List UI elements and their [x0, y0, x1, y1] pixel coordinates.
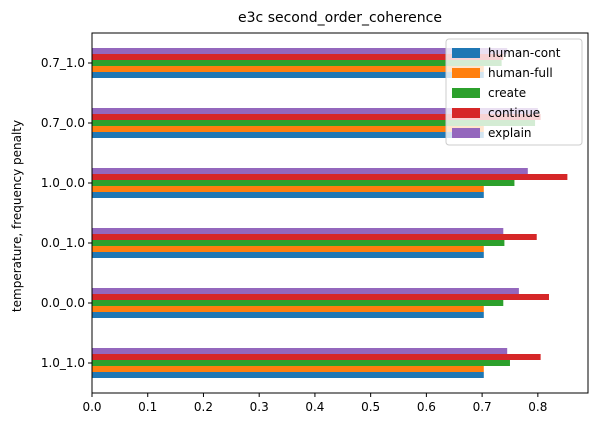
bar-explain-0.7_1.0	[92, 48, 508, 54]
y-tick-label: 1.0_0.0	[41, 176, 85, 190]
x-tick-label: 0.0	[82, 400, 101, 414]
ticks-group: 1.0_1.0 0.0_0.0 0.0_1.0 1.0_0.0 0.7_0.0 0.7_1…	[41, 56, 548, 414]
x-tick-label: 0.7	[473, 400, 492, 414]
x-tick-label: 0.6	[417, 400, 436, 414]
bar-continue-1.0_1.0	[92, 354, 541, 360]
bar-continue-0.0_1.0	[92, 234, 537, 240]
y-tick-label: 0.7_0.0	[41, 116, 85, 130]
x-tick-label: 0.5	[361, 400, 380, 414]
bar-human-cont-1.0_0.0	[92, 192, 484, 198]
bar-human-full-0.7_1.0	[92, 66, 484, 72]
bar-explain-0.7_0.0	[92, 108, 538, 114]
y-tick-label: 1.0_1.0	[41, 356, 85, 370]
legend-frame	[445, 38, 583, 146]
legend-label: human-full	[488, 66, 553, 80]
legend: human-cont human-full create continue explai…	[445, 38, 583, 146]
bar-human-cont-0.0_0.0	[92, 312, 484, 318]
bar-continue-1.0_0.0	[92, 174, 568, 180]
y-tick-label: 0.7_1.0	[41, 56, 85, 70]
x-tick-label: 0.3	[250, 400, 269, 414]
bar-human-full-0.0_1.0	[92, 246, 484, 252]
bar-create-0.0_1.0	[92, 240, 505, 246]
bar-create-0.0_0.0	[92, 300, 504, 306]
bar-create-1.0_1.0	[92, 360, 510, 366]
bar-human-full-1.0_0.0	[92, 186, 484, 192]
x-tick-label: 0.1	[138, 400, 157, 414]
chart-title: e3c second_order_coherence	[238, 10, 442, 26]
y-tick-label: 0.0_0.0	[41, 296, 85, 310]
bar-human-cont-0.7_1.0	[92, 72, 484, 78]
bar-create-0.7_1.0	[92, 60, 502, 66]
legend-label: human-cont	[488, 46, 561, 60]
x-tick-label: 0.4	[305, 400, 324, 414]
bar-continue-0.7_0.0	[92, 114, 541, 120]
bar-continue-0.0_0.0	[92, 294, 549, 300]
bar-explain-1.0_1.0	[92, 348, 508, 354]
bar-human-full-0.0_0.0	[92, 306, 484, 312]
x-tick-label: 0.8	[528, 400, 547, 414]
legend-swatch	[452, 48, 480, 58]
bar-create-1.0_0.0	[92, 180, 515, 186]
legend-label: create	[488, 86, 526, 100]
legend-swatch	[452, 108, 480, 118]
legend-label: continue	[488, 106, 540, 120]
bar-human-cont-0.7_0.0	[92, 132, 484, 138]
bar-human-full-1.0_1.0	[92, 366, 484, 372]
bar-explain-1.0_0.0	[92, 168, 528, 174]
bar-explain-0.0_1.0	[92, 228, 504, 234]
plot-frame	[91, 32, 589, 394]
bar-explain-0.0_0.0	[92, 288, 519, 294]
x-tick-label: 0.2	[194, 400, 213, 414]
bar-human-cont-1.0_1.0	[92, 372, 484, 378]
y-tick-label: 0.0_1.0	[41, 236, 85, 250]
y-axis-label: temperature, frequency penalty	[10, 120, 24, 312]
bar-create-0.7_0.0	[92, 120, 536, 126]
bars-group	[92, 48, 568, 378]
bar-human-full-0.7_0.0	[92, 126, 484, 132]
legend-label: explain	[488, 126, 532, 140]
legend-swatch	[452, 128, 480, 138]
bar-human-cont-0.0_1.0	[92, 252, 484, 258]
legend-swatch	[452, 88, 480, 98]
legend-swatch	[452, 68, 480, 78]
bar-continue-0.7_1.0	[92, 54, 504, 60]
